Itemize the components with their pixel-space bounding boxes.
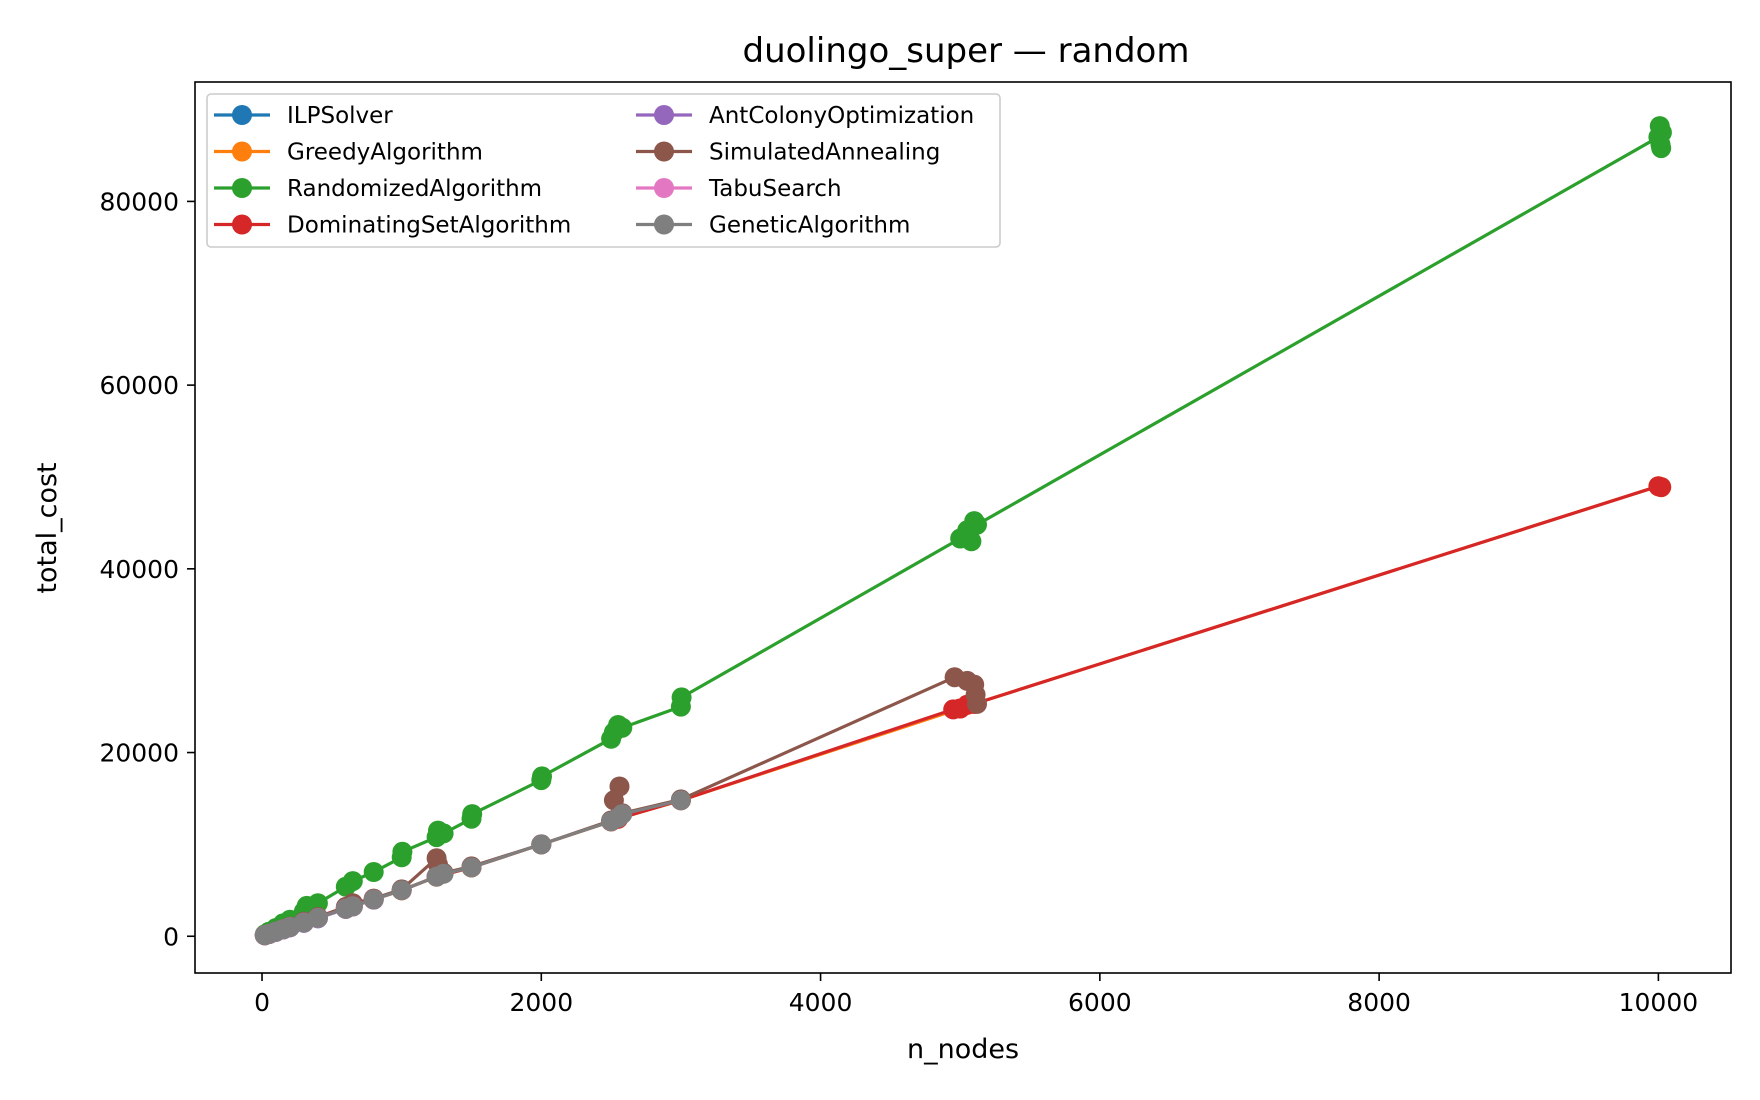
plot-frame	[194, 81, 1732, 974]
legend-label: ILPSolver	[287, 103, 393, 129]
legend: ILPSolver GreedyAlgorithm RandomizedAlgori…	[206, 93, 1001, 248]
x-tick-label: 6000	[1068, 988, 1132, 1017]
x-axis-title: n_nodes	[907, 1034, 1019, 1065]
x-tick-label: 8000	[1347, 988, 1411, 1017]
data-point	[967, 693, 987, 714]
data-point	[461, 857, 482, 878]
y-tick-label: 60000	[99, 371, 179, 400]
y-tick-label: 80000	[99, 187, 179, 216]
x-tick-label: 10000	[1619, 988, 1699, 1017]
y-axis-title: total_cost	[32, 462, 63, 593]
data-point	[342, 871, 363, 892]
legend-label: GeneticAlgorithm	[709, 213, 910, 239]
legend-item-tabu-search: TabuSearch	[636, 176, 842, 202]
legend-item-genetic-algorithm: GeneticAlgorithm	[636, 213, 910, 239]
legend-item-dominating-set-algorithm: DominatingSetAlgorithm	[214, 213, 571, 239]
legend-label: TabuSearch	[708, 176, 842, 202]
chart-title: duolingo_super — random	[743, 31, 1190, 71]
legend-item-ant-colony-optimization: AntColonyOptimization	[636, 103, 974, 129]
data-point	[532, 766, 552, 787]
legend-box	[206, 93, 1001, 248]
data-point	[612, 717, 633, 738]
data-point	[363, 889, 384, 910]
data-point	[342, 896, 363, 917]
legend-item-ilpsolver: ILPSolver	[214, 103, 393, 129]
y-tick-label: 0	[163, 922, 179, 951]
legend-marker	[232, 105, 252, 125]
data-point	[612, 804, 633, 825]
data-point	[1651, 138, 1672, 159]
x-tick-label: 4000	[789, 988, 853, 1017]
legend-label: AntColonyOptimization	[709, 103, 974, 129]
data-point	[531, 834, 552, 855]
x-tick-label: 0	[254, 988, 270, 1017]
data-point	[961, 531, 982, 552]
data-point	[307, 907, 328, 928]
data-point	[609, 776, 630, 797]
data-point	[462, 804, 483, 825]
legend-label: DominatingSetAlgorithm	[287, 213, 571, 239]
legend-marker	[654, 141, 674, 162]
y-tick-label: 20000	[99, 739, 179, 768]
data-point	[307, 893, 328, 914]
legend-label: RandomizedAlgorithm	[287, 176, 542, 202]
legend-marker	[654, 178, 674, 198]
legend-marker	[232, 178, 252, 198]
legend-label: GreedyAlgorithm	[287, 140, 483, 166]
plot-area	[254, 116, 1672, 946]
series-genetic-algorithm	[254, 790, 691, 946]
axis-ticks: 0 2000 4000 6000 8000 10000 0 20000 40000 60000 80…	[99, 187, 1698, 1017]
data-point	[1651, 122, 1672, 143]
legend-item-randomized-algorithm: RandomizedAlgorithm	[214, 176, 542, 202]
legend-marker	[232, 214, 252, 235]
legend-marker	[654, 214, 674, 235]
legend-marker	[232, 141, 252, 162]
legend-item-greedy-algorithm: GreedyAlgorithm	[214, 140, 483, 166]
data-point	[433, 863, 454, 884]
legend-item-simulated-annealing: SimulatedAnnealing	[636, 140, 940, 166]
data-point	[670, 790, 691, 811]
data-point	[967, 514, 987, 535]
x-tick-label: 2000	[509, 988, 573, 1017]
legend-label: SimulatedAnnealing	[709, 140, 940, 166]
y-tick-label: 40000	[99, 555, 179, 584]
legend-marker	[654, 105, 674, 125]
data-point	[1651, 477, 1672, 498]
data-point	[392, 841, 413, 862]
data-point	[363, 862, 384, 882]
data-point	[671, 687, 692, 708]
data-point	[433, 823, 454, 844]
data-point	[391, 880, 412, 901]
